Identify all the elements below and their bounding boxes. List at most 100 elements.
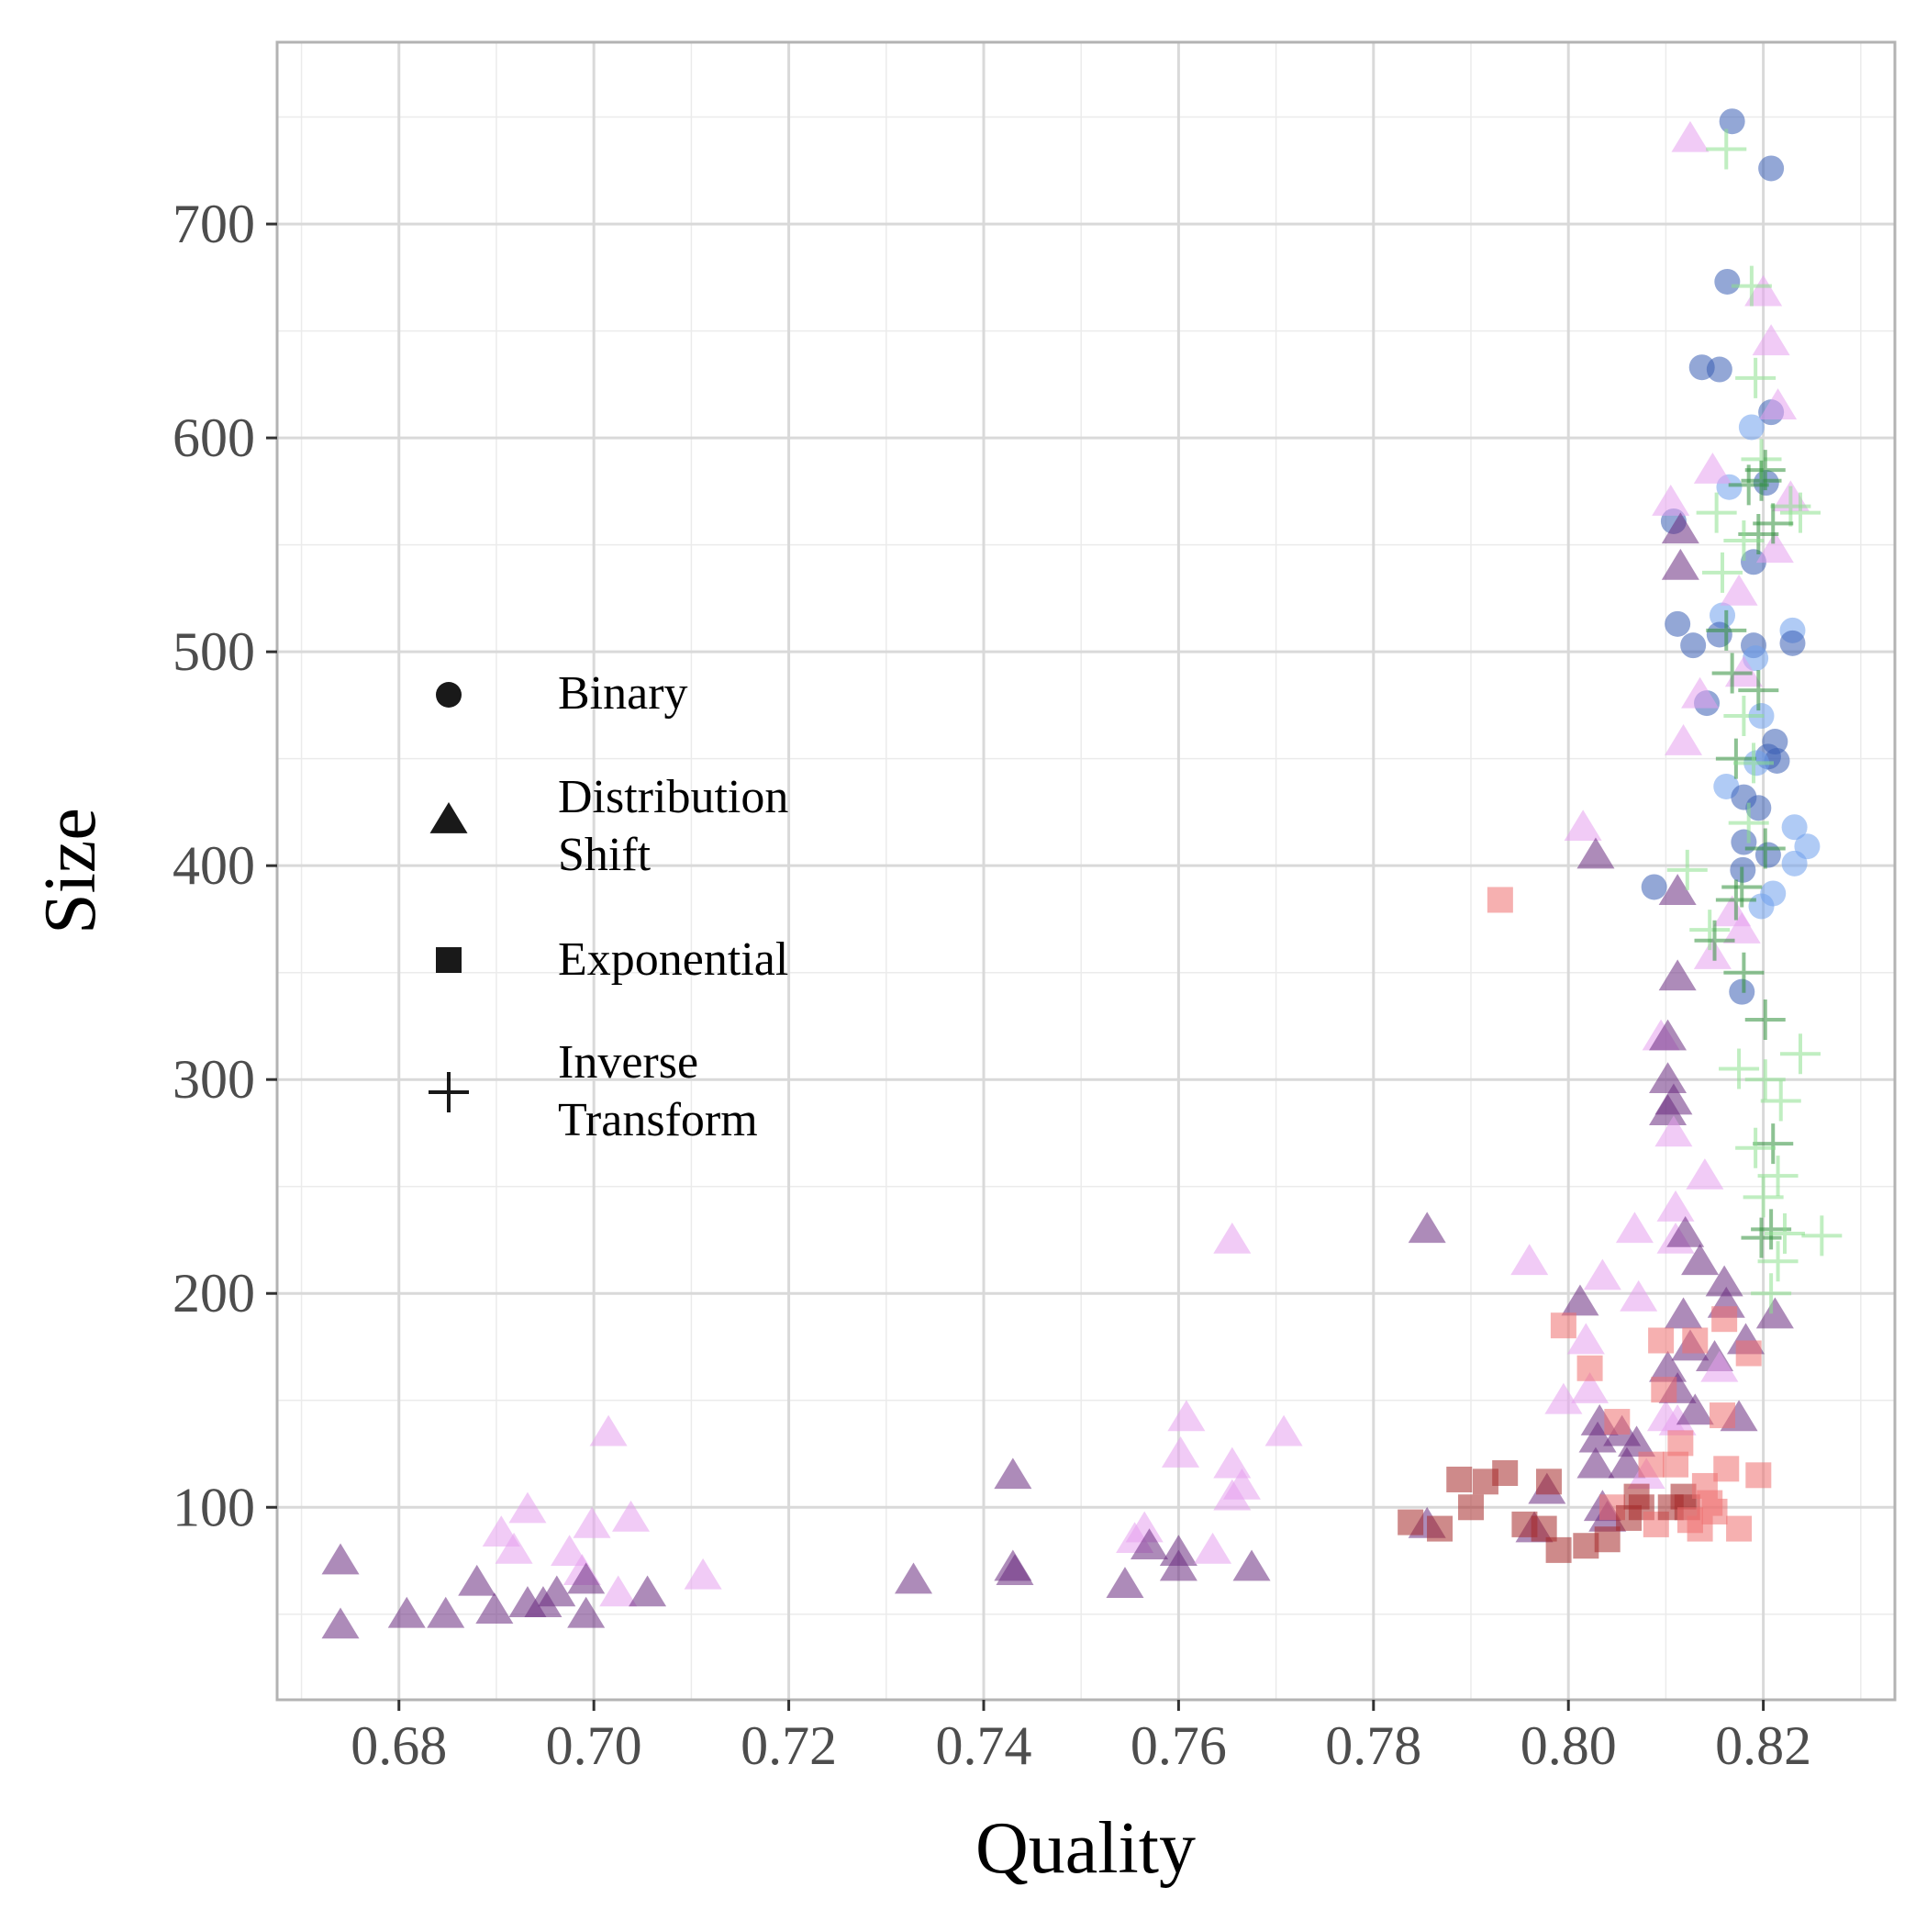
data-point-binary bbox=[1758, 155, 1785, 182]
data-point-inverse-transform bbox=[1764, 1212, 1805, 1254]
data-point-distribution-shift bbox=[1705, 1265, 1743, 1297]
grid-minor bbox=[277, 42, 1895, 1700]
data-point-distribution-shift bbox=[495, 1532, 533, 1564]
data-point-exponential bbox=[1648, 1327, 1675, 1354]
grid-major bbox=[277, 42, 1895, 1700]
data-point-exponential bbox=[1594, 1526, 1621, 1553]
data-point-binary bbox=[1741, 549, 1767, 575]
data-point-distribution-shift bbox=[1661, 512, 1699, 544]
data-point-inverse-transform bbox=[1757, 1156, 1799, 1197]
data-point-distribution-shift bbox=[1125, 1511, 1164, 1543]
data-point-distribution-shift bbox=[551, 1535, 589, 1567]
data-point-distribution-shift bbox=[1161, 1436, 1200, 1468]
data-point-inverse-transform bbox=[1719, 1048, 1760, 1089]
data-point-distribution-shift bbox=[612, 1500, 651, 1532]
data-point-exponential bbox=[1573, 1533, 1599, 1559]
data-point-distribution-shift bbox=[1564, 810, 1602, 842]
data-point-distribution-shift bbox=[1658, 959, 1697, 991]
data-point-exponential bbox=[1667, 1430, 1694, 1457]
x-tick-label: 0.80 bbox=[1520, 1715, 1617, 1776]
legend-label-binary: Binary bbox=[558, 667, 688, 720]
data-point-exponential bbox=[1726, 1515, 1753, 1542]
data-point-distribution-shift bbox=[1618, 1425, 1656, 1457]
data-point-inverse-transform bbox=[1735, 1127, 1777, 1168]
data-point-distribution-shift bbox=[538, 1575, 576, 1607]
data-point-distribution-shift bbox=[1576, 1446, 1615, 1479]
data-point-binary bbox=[1754, 842, 1781, 868]
data-point-distribution-shift bbox=[1654, 1115, 1693, 1147]
data-point-distribution-shift bbox=[1671, 120, 1710, 152]
legend-label-distribution-shift: Shift bbox=[558, 829, 652, 881]
panel-border bbox=[275, 40, 1897, 1702]
legend-label-distribution-shift: Distribution bbox=[558, 771, 788, 823]
data-point-exponential bbox=[1545, 1536, 1572, 1563]
x-tick-label: 0.78 bbox=[1325, 1715, 1421, 1776]
data-point-distribution-shift bbox=[1661, 548, 1699, 580]
legend-key-binary bbox=[436, 682, 462, 708]
data-point-binary bbox=[1748, 893, 1775, 920]
data-point-inverse-transform bbox=[1723, 696, 1765, 737]
legend-key-exponential bbox=[436, 947, 462, 973]
data-point-distribution-shift bbox=[1167, 1400, 1206, 1432]
data-point-distribution-shift bbox=[1408, 1212, 1446, 1244]
data-point-exponential bbox=[1735, 1340, 1762, 1367]
data-point-exponential bbox=[1487, 887, 1513, 913]
legend-label-inverse-transform: Inverse bbox=[558, 1036, 698, 1089]
data-point-exponential bbox=[1701, 1498, 1728, 1524]
data-point-distribution-shift bbox=[1649, 1019, 1688, 1051]
data-point-distribution-shift bbox=[475, 1592, 514, 1624]
data-point-distribution-shift bbox=[1686, 1158, 1724, 1189]
data-point-distribution-shift bbox=[1583, 1258, 1621, 1290]
data-point-distribution-shift bbox=[1676, 1393, 1714, 1425]
data-point-distribution-shift bbox=[1755, 1297, 1794, 1329]
data-point-inverse-transform bbox=[1723, 952, 1765, 993]
data-point-exponential bbox=[1550, 1312, 1576, 1339]
data-point-distribution-shift bbox=[567, 1562, 606, 1594]
data-point-distribution-shift bbox=[567, 1596, 606, 1628]
data-point-inverse-transform bbox=[1723, 519, 1765, 561]
data-point-binary bbox=[1781, 850, 1808, 877]
data-point-distribution-shift bbox=[1213, 1446, 1252, 1479]
data-point-distribution-shift bbox=[1722, 912, 1761, 944]
data-point-distribution-shift bbox=[1561, 1284, 1599, 1316]
x-tick-labels: 0.68 0.70 0.72 0.74 0.76 0.78 0.80 0.82 bbox=[351, 1715, 1811, 1776]
legend-key-inverse-transform bbox=[429, 1072, 469, 1112]
data-point-distribution-shift bbox=[458, 1564, 496, 1596]
data-point-inverse-transform bbox=[1715, 879, 1756, 921]
data-point-exponential bbox=[1638, 1451, 1665, 1478]
data-point-inverse-transform bbox=[1666, 849, 1708, 890]
data-point-binary bbox=[1710, 602, 1736, 629]
data-point-exponential bbox=[1745, 1462, 1772, 1489]
data-point-distribution-shift bbox=[1194, 1532, 1232, 1564]
x-tick-label: 0.74 bbox=[935, 1715, 1031, 1776]
data-point-inverse-transform bbox=[1711, 653, 1753, 694]
data-point-binary bbox=[1680, 632, 1707, 659]
data-point-distribution-shift bbox=[427, 1596, 465, 1628]
data-point-inverse-transform bbox=[1694, 920, 1735, 961]
data-point-distribution-shift bbox=[1658, 1404, 1697, 1435]
data-point-inverse-transform bbox=[1702, 552, 1743, 593]
data-point-distribution-shift bbox=[1752, 324, 1790, 356]
data-point-binary bbox=[1764, 747, 1790, 774]
data-point-distribution-shift bbox=[1744, 274, 1783, 307]
data-point-binary bbox=[1738, 414, 1765, 441]
data-point-distribution-shift bbox=[996, 1554, 1034, 1586]
data-point-distribution-shift bbox=[1658, 874, 1697, 905]
data-point-distribution-shift bbox=[1693, 938, 1732, 969]
data-point-distribution-shift bbox=[1264, 1414, 1303, 1446]
data-point-exponential bbox=[1713, 1456, 1740, 1482]
data-point-inverse-transform bbox=[1733, 743, 1774, 784]
data-point-inverse-transform bbox=[1689, 910, 1731, 951]
x-tick-label: 0.68 bbox=[351, 1715, 447, 1776]
data-point-exponential bbox=[1535, 1469, 1562, 1495]
data-point-binary bbox=[1781, 814, 1808, 841]
data-point-distribution-shift bbox=[1615, 1212, 1654, 1244]
data-point-inverse-transform bbox=[1744, 1059, 1786, 1100]
data-point-distribution-shift bbox=[1571, 1372, 1610, 1403]
data-point-inverse-transform bbox=[1779, 492, 1821, 533]
data-point-exponential bbox=[1710, 1402, 1736, 1429]
data-point-distribution-shift bbox=[894, 1562, 933, 1594]
data-point-inverse-transform bbox=[1801, 1215, 1843, 1256]
y-tick-label: 700 bbox=[173, 194, 255, 254]
